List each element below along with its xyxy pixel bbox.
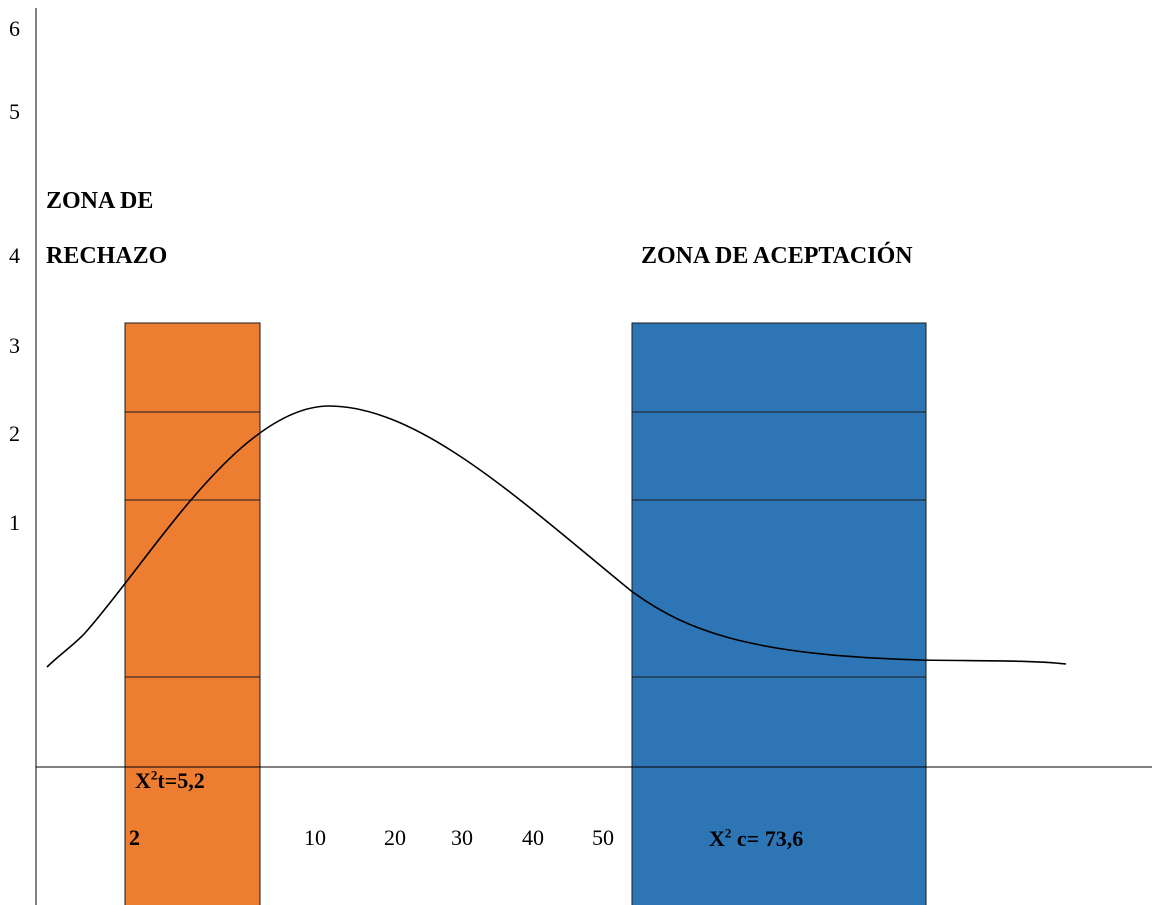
calculated-chi-square-value: X2 c= 73,6	[709, 827, 803, 851]
x-tick-label: 30	[451, 825, 473, 850]
y-tick-label: 4	[9, 243, 20, 268]
chi-exponent: 2	[724, 825, 732, 841]
rejection-zone-block	[124, 322, 261, 905]
acceptance-zone-label: ZONA DE ACEPTACIÓN	[641, 243, 913, 269]
table-chi-square-value: X2t=5,2	[135, 769, 205, 793]
x-tick-label: 2	[129, 825, 140, 850]
x-tick-label: 10	[304, 825, 326, 850]
x-tick-label: 20	[384, 825, 406, 850]
table-value-text: t=5,2	[157, 768, 205, 793]
chi-symbol: X	[135, 768, 151, 793]
y-tick-label: 2	[9, 421, 20, 446]
x-tick-label: 40	[522, 825, 544, 850]
rejection-zone-label-line1: ZONA DE	[46, 188, 154, 214]
calculated-value-text: c= 73,6	[731, 826, 804, 851]
rejection-zone-label-line2: RECHAZO	[46, 243, 168, 269]
y-tick-label: 1	[9, 510, 20, 535]
acceptance-zone-block	[631, 322, 927, 905]
y-tick-label: 5	[9, 99, 20, 124]
acceptance-zone-rect	[631, 322, 927, 905]
chi-square-curve	[46, 405, 1067, 668]
chi-exponent: 2	[150, 767, 158, 783]
x-tick-label: 50	[592, 825, 614, 850]
y-tick-label: 6	[9, 16, 20, 41]
y-tick-label: 3	[9, 333, 20, 358]
chi-symbol: X	[709, 826, 725, 851]
rejection-zone-rect	[124, 322, 261, 905]
